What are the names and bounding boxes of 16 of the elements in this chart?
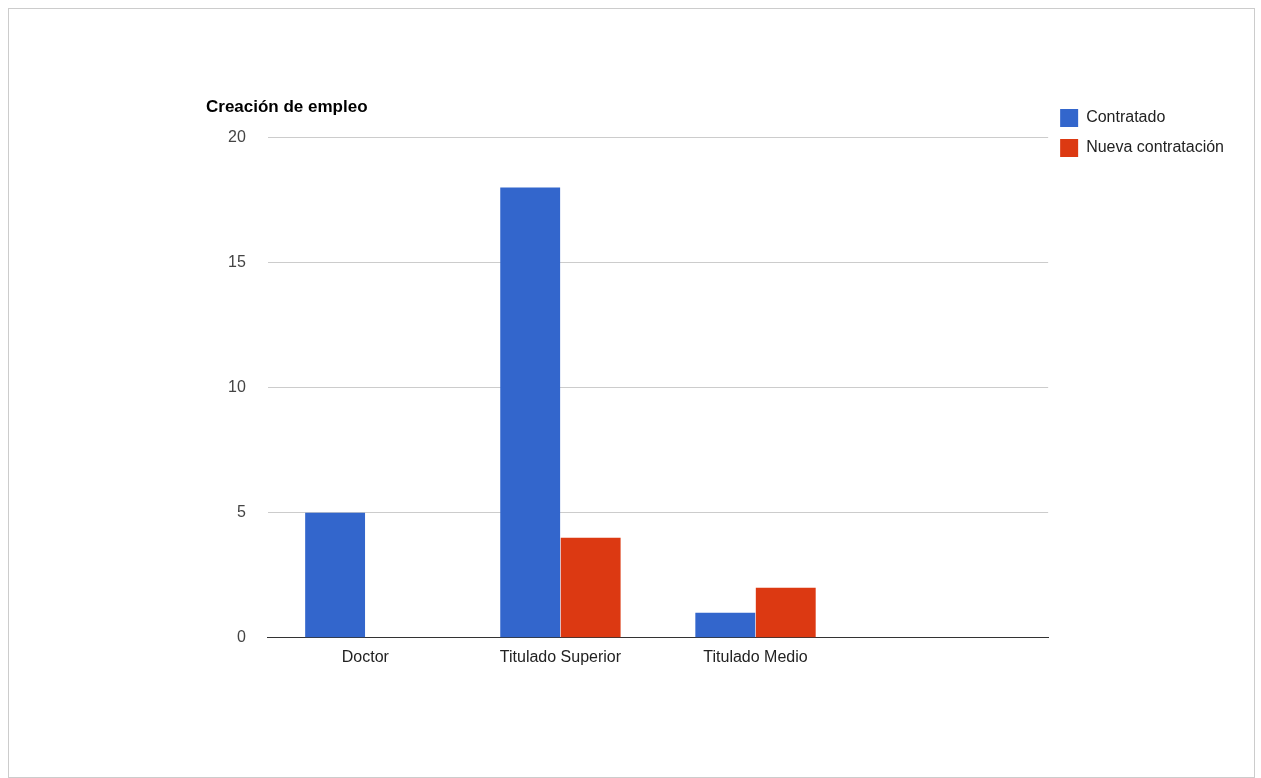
y-tick-label: 10	[228, 378, 246, 396]
legend-label: Nueva contratación	[1086, 138, 1224, 156]
bar	[755, 587, 816, 638]
bar	[695, 612, 756, 638]
y-tick-label: 0	[236, 628, 246, 646]
bar	[560, 537, 621, 638]
x-tick-label: Titulado Superior	[499, 647, 622, 665]
y-tick-label: 5	[236, 503, 246, 521]
legend-label: Contratado	[1086, 108, 1166, 126]
y-tick-label: 15	[228, 252, 246, 270]
chart-title: Creación de empleo	[206, 96, 368, 116]
bar	[305, 512, 366, 638]
bar	[500, 187, 561, 638]
x-tick-label: Doctor	[341, 647, 390, 665]
y-tick-label: 20	[228, 127, 246, 145]
x-tick-label: Titulado Medio	[703, 647, 808, 665]
